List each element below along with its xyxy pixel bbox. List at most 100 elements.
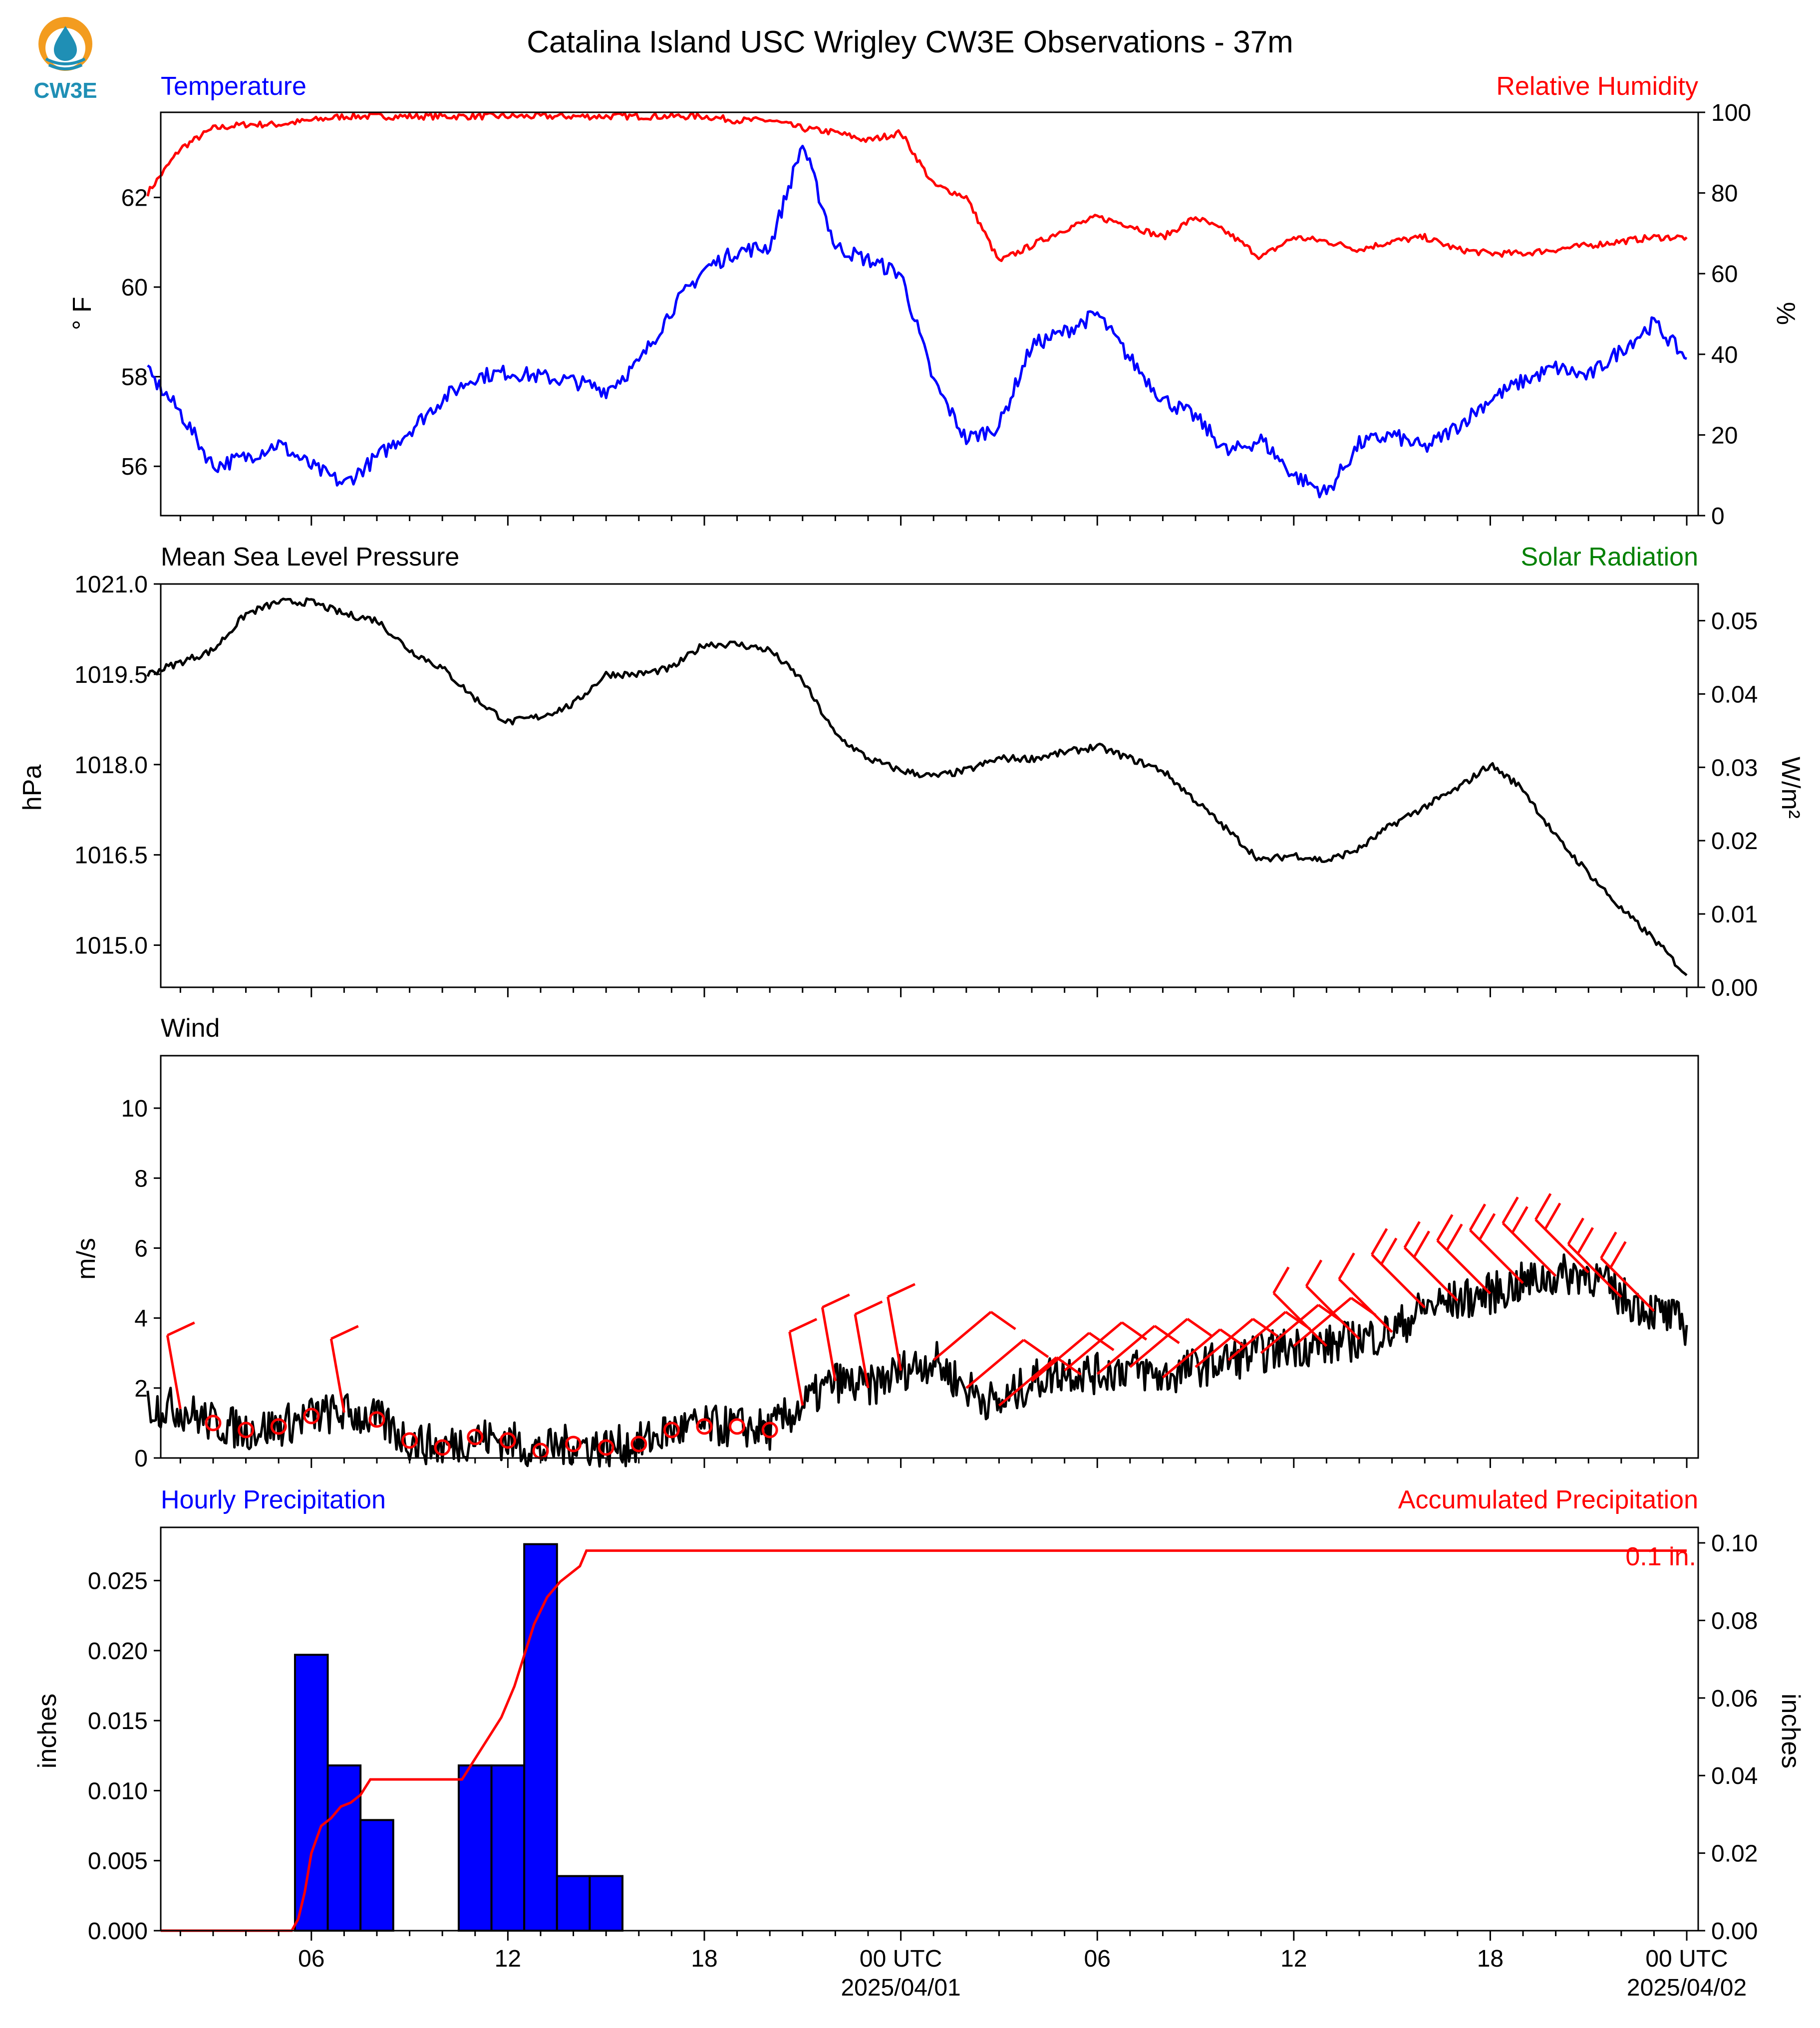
y-tick-label: 0.015 xyxy=(88,1708,148,1735)
y-tick-label: 0.020 xyxy=(88,1638,148,1665)
wind-barb-flag xyxy=(990,1311,1016,1330)
temperature-title: Temperature xyxy=(161,72,306,101)
wind-ylabel: m/s xyxy=(72,1238,101,1280)
wind-barb-staff xyxy=(1371,1253,1426,1309)
wind-calm-circle xyxy=(761,1422,778,1439)
wind-barb-staff xyxy=(788,1331,804,1406)
y-tick-label: 0.025 xyxy=(88,1568,148,1595)
wind-panel: Wind m/s 0 2 4 6 8 10 xyxy=(72,1014,1699,1472)
y-tick-label: 60 xyxy=(1711,261,1738,288)
y-tick-label: 10 xyxy=(121,1096,148,1122)
wind-barb-staff xyxy=(854,1314,870,1389)
solar-ylabel: W/m² xyxy=(1776,757,1805,819)
wind-barb-flag xyxy=(854,1300,883,1316)
cw3e-logo: CW3E xyxy=(33,17,97,103)
y-tick-label: 0.000 xyxy=(88,1918,148,1945)
y-tick-label: 6 xyxy=(134,1235,148,1262)
temperature-line xyxy=(147,145,1687,499)
wind-barb-staff xyxy=(1305,1285,1360,1340)
temperature-ylabel: ° F xyxy=(68,296,97,330)
panel1-frame xyxy=(160,111,1699,517)
y-tick-label: 0.005 xyxy=(88,1848,148,1875)
y-tick-label: 0.05 xyxy=(1711,608,1758,634)
wind-barb-flag xyxy=(167,1321,195,1337)
y-tick-label: 0.010 xyxy=(88,1778,148,1804)
precip-bar xyxy=(326,1764,362,1932)
pressure-title: Mean Sea Level Pressure xyxy=(161,543,459,572)
precip-bar xyxy=(359,1819,394,1932)
pressure-line xyxy=(146,597,1688,976)
y-tick-label: 60 xyxy=(121,275,148,301)
y-tick-label: 0 xyxy=(134,1446,148,1472)
precip-bar xyxy=(457,1764,493,1932)
pressure-y-ticks: 1015.0 1016.5 1018.0 1019.5 1021.0 xyxy=(74,572,161,959)
wind-barb-staff xyxy=(1096,1325,1156,1375)
wind-barb-staff xyxy=(998,1356,1057,1407)
panel4-frame xyxy=(160,1526,1699,1932)
wind-barb-flag xyxy=(1534,1193,1552,1220)
wind-barb-flag xyxy=(1338,1252,1355,1280)
wind-calm-circle xyxy=(729,1418,746,1435)
logo-text: CW3E xyxy=(33,78,97,103)
x-tick-label: 00 UTC xyxy=(1645,1946,1728,1972)
wind-barb-flag xyxy=(887,1283,915,1298)
precip-bar xyxy=(294,1654,329,1932)
wind-barb-flag xyxy=(1567,1217,1584,1245)
wind-calm-circle xyxy=(565,1436,582,1452)
x-tick-label: 12 xyxy=(1280,1946,1307,1972)
logo-drop-icon xyxy=(54,26,77,61)
wind-calm-circle xyxy=(434,1439,451,1456)
accumulated-precip-line xyxy=(161,1549,1687,1932)
wind-calm-circle xyxy=(696,1418,713,1435)
y-tick-label: 58 xyxy=(121,364,148,391)
wind-calm-circle xyxy=(238,1422,255,1439)
precip-bar xyxy=(556,1875,591,1932)
wind-barb-staff xyxy=(1260,1304,1319,1354)
wind-barb-flag xyxy=(1187,1318,1213,1337)
x-tick-label: 00 UTC xyxy=(860,1946,942,1972)
y-tick-label: 2 xyxy=(134,1376,148,1402)
wind-barb-staff xyxy=(329,1338,345,1413)
panel1-x-ticks xyxy=(179,516,1688,526)
y-tick-label: 100 xyxy=(1711,100,1751,126)
y-tick-label: 0.03 xyxy=(1711,755,1758,781)
wind-barb-flag xyxy=(1469,1203,1487,1231)
wind-barb-staff xyxy=(1272,1292,1328,1347)
humidity-y-ticks: 0 20 40 60 80 100 xyxy=(1698,100,1751,530)
panel3-frame xyxy=(160,1055,1699,1459)
y-tick-label: 40 xyxy=(1711,342,1738,368)
y-tick-label: 0.04 xyxy=(1711,681,1758,708)
wind-barb-staff xyxy=(821,1307,837,1382)
wind-speed-line xyxy=(146,1253,1688,1468)
wind-calm-circle xyxy=(205,1415,222,1432)
y-tick-label: 1019.5 xyxy=(74,662,148,688)
hourly-precip-title: Hourly Precipitation xyxy=(161,1485,386,1514)
wind-barb-flag xyxy=(1609,1241,1627,1268)
precip-bar xyxy=(490,1764,526,1932)
wind-barb-staff xyxy=(965,1339,1025,1389)
panel4-x-ticks: 06 12 18 00 UTC 2025/04/01 06 12 18 00 UTC 2025/0… xyxy=(179,1931,1747,2001)
y-tick-label: 4 xyxy=(134,1306,148,1332)
x-tick-label: 06 xyxy=(1084,1946,1111,1972)
y-tick-label: 1016.5 xyxy=(74,843,148,869)
y-tick-label: 0.10 xyxy=(1711,1530,1758,1557)
wind-calm-circle xyxy=(303,1408,320,1425)
y-tick-label: 62 xyxy=(121,185,148,212)
wind-calm-circle xyxy=(663,1422,680,1439)
humidity-line xyxy=(146,112,1688,263)
wind-barb-flag xyxy=(1436,1214,1454,1241)
precip-ylabel: inches xyxy=(33,1694,62,1768)
wind-calm-circle xyxy=(368,1411,385,1428)
y-tick-label: 0.00 xyxy=(1711,975,1758,1001)
y-tick-label: 20 xyxy=(1711,422,1738,449)
y-tick-label: 0.04 xyxy=(1711,1763,1758,1789)
temperature-y-ticks: 56 58 60 62 xyxy=(121,185,161,480)
wind-calm-circle xyxy=(467,1429,484,1446)
wind-barb-staff xyxy=(1338,1278,1393,1333)
x-tick-label: 12 xyxy=(495,1946,521,1972)
precipitation-panel: Hourly Precipitation Accumulated Precipi… xyxy=(33,1485,1805,2001)
wind-barb-staff xyxy=(1031,1332,1090,1382)
panel2-frame xyxy=(160,583,1699,988)
y-tick-label: 0.02 xyxy=(1711,1841,1758,1867)
wind-barb-flag xyxy=(1413,1230,1431,1258)
